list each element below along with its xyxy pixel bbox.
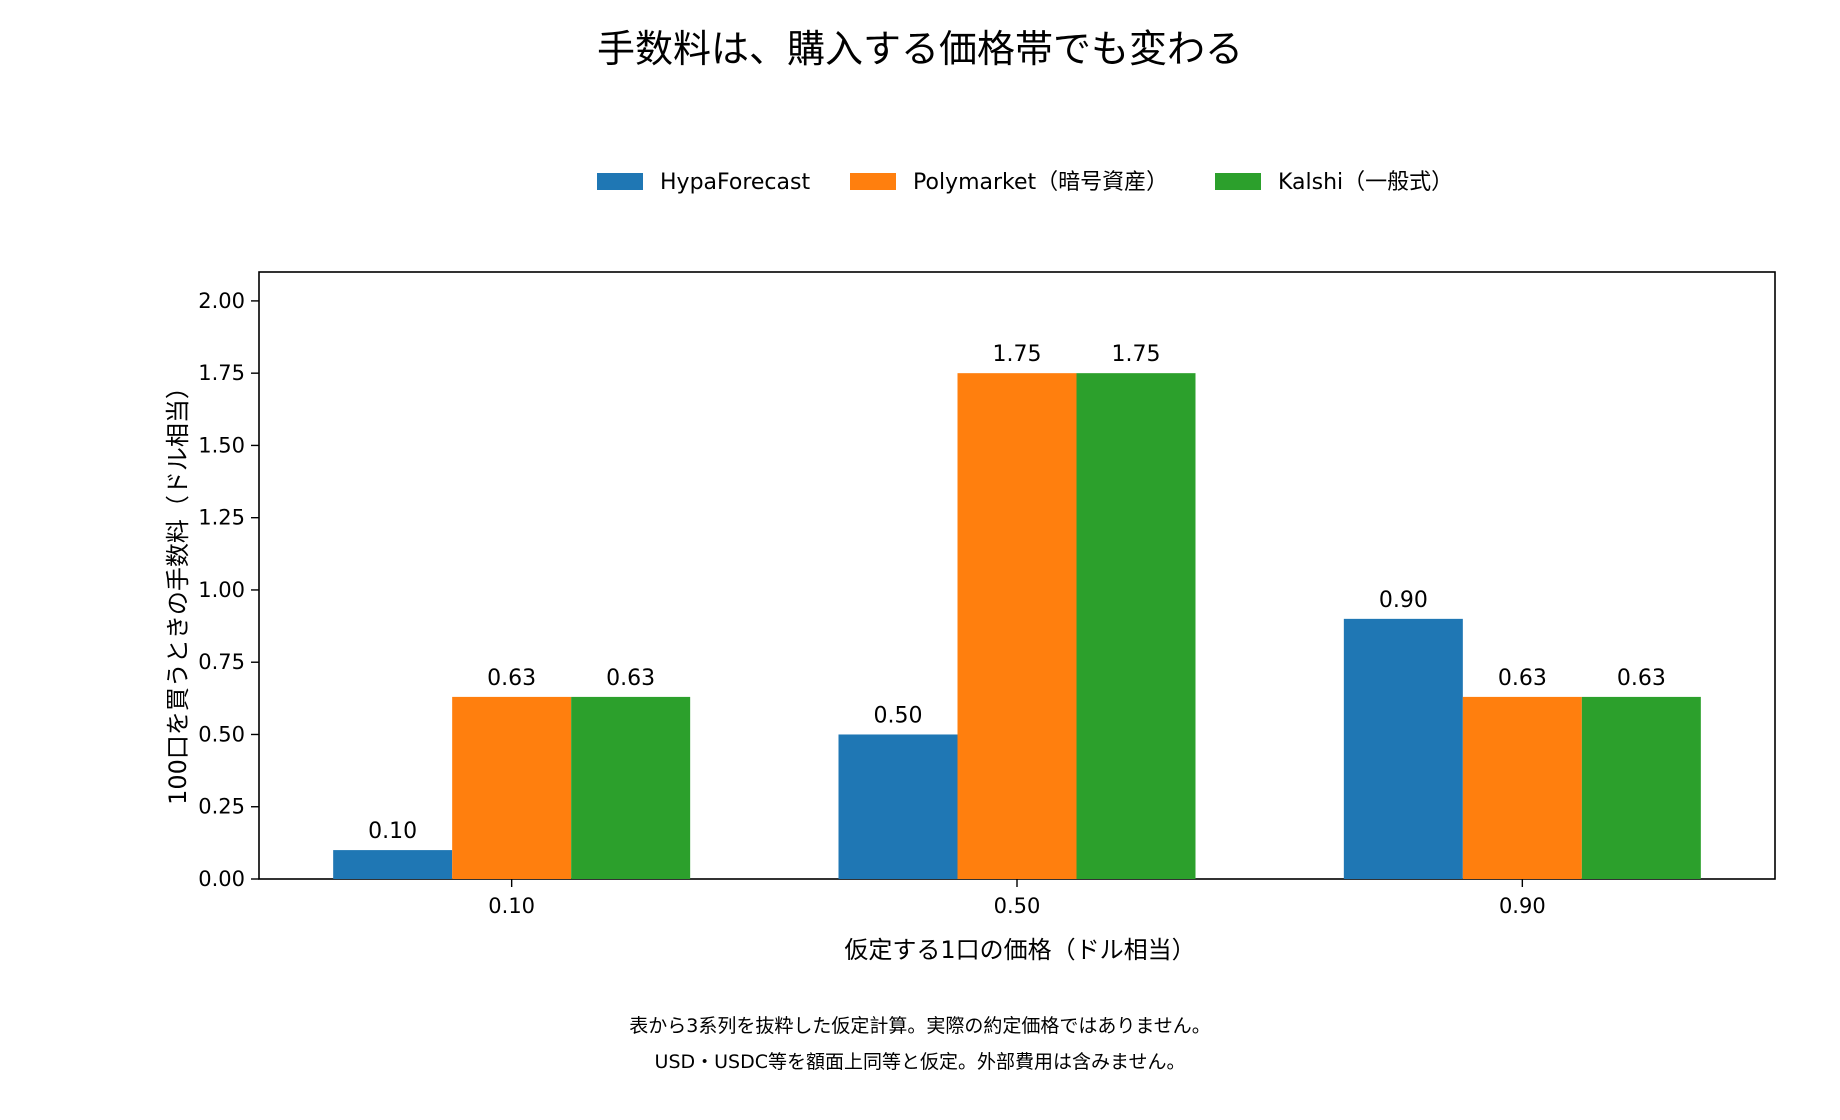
y-tick-label: 1.25 (198, 506, 245, 530)
y-tick-label: 1.00 (198, 578, 245, 602)
x-tick-label: 0.10 (488, 894, 535, 918)
y-tick-label: 1.75 (198, 361, 245, 385)
bars (333, 373, 1701, 879)
bar (452, 696, 572, 879)
y-tick-label: 0.75 (198, 650, 245, 674)
legend-label: Kalshi（一般式） (1278, 170, 1453, 195)
bar-value-label: 0.50 (874, 703, 923, 728)
footnote-2: USD・USDC等を額面上同等と仮定。外部費用は含みません。 (655, 1051, 1186, 1073)
bar-value-label: 0.63 (606, 666, 655, 691)
legend-swatch (850, 173, 896, 190)
bar (333, 850, 453, 879)
bar-value-label: 1.75 (1112, 342, 1161, 367)
legend: HypaForecast Polymarket（暗号資産） Kalshi（一般式） (597, 170, 1453, 195)
x-axis: 0.10 0.50 0.90 (488, 879, 1546, 918)
x-axis-label: 仮定する1口の価格（ドル相当） (844, 936, 1195, 964)
bar-value-label: 0.10 (368, 819, 417, 844)
data-labels: 0.10 0.63 0.63 0.50 1.75 1.75 0.90 0.63 0.63 (368, 342, 1666, 844)
chart-title: 手数料は、購入する価格帯でも変わる (597, 27, 1243, 71)
bar-value-label: 0.63 (487, 666, 536, 691)
bar (1343, 618, 1463, 879)
bar (1076, 373, 1196, 879)
y-tick-label: 0.00 (198, 867, 245, 891)
legend-swatch (597, 173, 643, 190)
legend-label: HypaForecast (660, 170, 810, 195)
bar (1462, 696, 1582, 879)
legend-label: Polymarket（暗号資産） (913, 170, 1168, 195)
y-tick-label: 1.50 (198, 433, 245, 457)
x-tick-label: 0.50 (994, 894, 1041, 918)
bar-value-label: 0.63 (1617, 666, 1666, 691)
y-axis: 0.00 0.25 0.50 0.75 1.00 1.25 1.50 1.75 2.00 (198, 289, 259, 891)
bar-value-label: 1.75 (993, 342, 1042, 367)
bar-value-label: 0.90 (1379, 588, 1428, 613)
legend-swatch (1215, 173, 1261, 190)
y-axis-label: 100口を買うときの手数料（ドル相当） (164, 375, 192, 805)
bar (957, 373, 1077, 879)
y-tick-label: 0.50 (198, 722, 245, 746)
footnote-1: 表から3系列を抜粋した仮定計算。実際の約定価格ではありません。 (629, 1015, 1211, 1037)
bar (1581, 696, 1701, 879)
x-tick-label: 0.90 (1499, 894, 1546, 918)
bar (838, 734, 958, 879)
y-tick-label: 2.00 (198, 289, 245, 313)
y-tick-label: 0.25 (198, 795, 245, 819)
bar (571, 696, 691, 879)
bar-value-label: 0.63 (1498, 666, 1547, 691)
